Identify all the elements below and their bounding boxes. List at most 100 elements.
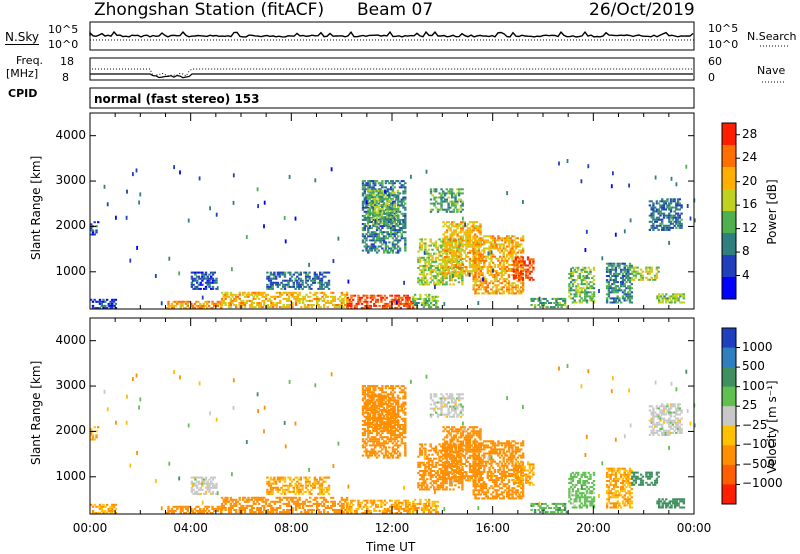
scatter-cell <box>391 204 395 207</box>
scatter-cell <box>573 293 576 296</box>
scatter-cell <box>406 505 409 508</box>
scatter-cell <box>299 271 302 274</box>
scatter-cell <box>420 476 424 479</box>
scatter-cell <box>287 304 291 306</box>
scatter-cell <box>401 298 404 301</box>
scatter-cell <box>199 507 202 510</box>
scatter-cell <box>502 259 505 262</box>
scatter-cell <box>678 226 681 229</box>
scatter-cell <box>379 245 382 248</box>
scatter-cell <box>319 511 322 514</box>
scatter-cell <box>621 283 625 286</box>
scatter-cell <box>393 186 396 189</box>
scatter-cell <box>680 218 683 221</box>
scatter-cell <box>440 196 443 199</box>
scatter-cell <box>516 237 519 240</box>
scatter-cell <box>431 269 434 272</box>
scatter-cell <box>444 251 447 254</box>
scatter-cell <box>470 454 473 457</box>
scatter-cell <box>355 509 358 512</box>
scatter-cell <box>436 461 439 464</box>
scatter-cell <box>368 235 372 238</box>
scatter-cell <box>317 502 321 505</box>
scatter-cell <box>357 507 360 510</box>
scatter-cell <box>188 505 191 508</box>
scatter-cell <box>333 304 336 306</box>
scatter-cell <box>303 295 307 298</box>
scatter-cell <box>395 251 398 254</box>
scatter-cell <box>402 198 405 201</box>
scatter-cell <box>111 304 114 307</box>
scatter-cell <box>468 467 472 469</box>
scatter-cell <box>199 277 202 280</box>
scatter-cell <box>269 283 273 286</box>
scatter-cell <box>427 258 431 261</box>
scatter-cell <box>396 210 400 213</box>
scatter-cell <box>324 500 328 503</box>
scatter-cell <box>370 191 373 194</box>
scatter-cell <box>424 267 427 269</box>
scatter-cell <box>203 277 206 280</box>
scatter-cell <box>526 256 530 259</box>
scatter-cell <box>279 496 282 499</box>
scatter-cell <box>449 200 452 203</box>
scatter-cell <box>613 297 616 300</box>
scatter-cell <box>388 251 391 254</box>
scatter-cell <box>324 507 328 509</box>
scatter-cell <box>445 200 448 203</box>
scatter-cell <box>296 500 299 503</box>
scatter-cell <box>393 182 396 185</box>
scatter-cell <box>201 295 204 300</box>
scatter-cell <box>444 264 447 267</box>
scatter-cell <box>400 204 403 207</box>
scatter-cell <box>353 307 357 309</box>
scatter-cell <box>429 476 432 479</box>
scatter-cell <box>571 266 575 269</box>
scatter-cell <box>404 302 408 305</box>
scatter-cell <box>380 503 383 506</box>
scatter-cell <box>427 449 431 452</box>
scatter-cell <box>429 445 432 448</box>
scatter-cell <box>438 269 441 272</box>
scatter-cell <box>373 224 377 227</box>
scatter-cell <box>406 298 409 301</box>
scatter-cell <box>282 306 285 309</box>
scatter-cell <box>428 509 431 511</box>
scatter-cell <box>445 472 448 474</box>
scatter-cell <box>442 200 445 203</box>
scatter-cell <box>625 264 628 267</box>
scatter-cell <box>393 233 396 236</box>
scatter-cell <box>614 287 618 290</box>
scatter-cell <box>476 263 479 266</box>
scatter-cell <box>483 239 486 242</box>
scatter-cell <box>452 270 456 273</box>
scatter-cell <box>235 504 238 507</box>
scatter-cell <box>456 223 459 226</box>
scatter-cell <box>245 504 248 507</box>
scatter-cell <box>238 302 241 304</box>
scatter-cell <box>530 270 533 273</box>
scatter-cell <box>618 289 621 292</box>
scatter-cell <box>347 279 350 284</box>
scatter-cell <box>361 227 365 230</box>
scatter-cell <box>442 475 445 478</box>
scatter-cell <box>490 274 493 277</box>
scatter-cell <box>206 279 209 282</box>
scatter-cell <box>289 509 292 511</box>
scatter-cell <box>268 502 271 505</box>
scatter-cell <box>438 250 441 253</box>
scatter-cell <box>381 512 385 514</box>
scatter-cell <box>165 307 168 309</box>
scatter-cell <box>650 216 653 219</box>
scatter-cell <box>444 460 447 463</box>
scatter-cell <box>438 486 441 489</box>
scatter-cell <box>417 455 420 458</box>
scatter-cell <box>451 463 454 465</box>
scatter-cell <box>465 260 468 262</box>
scatter-cell <box>243 496 247 499</box>
scatter-cell <box>461 225 465 228</box>
scatter-cell <box>675 218 678 221</box>
scatter-cell <box>470 471 473 474</box>
scatter-cell <box>571 301 575 304</box>
scatter-cell <box>184 307 188 309</box>
